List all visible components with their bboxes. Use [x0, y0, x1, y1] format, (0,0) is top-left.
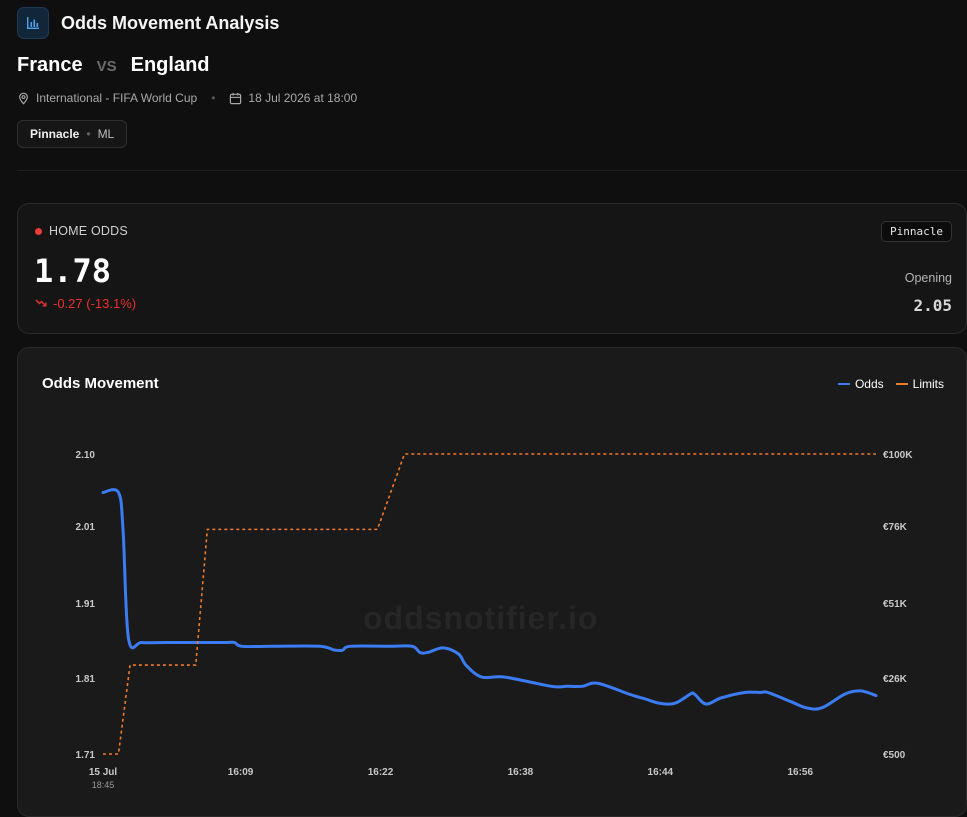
- versus-label: VS: [96, 58, 117, 75]
- odds-chart[interactable]: 2.10 2.01 1.91 1.81 1.71 €100K €76K €51K €26K €50…: [18, 348, 967, 803]
- legend-swatch-odds: [837, 383, 850, 385]
- x-tick-sublabel: 18:45: [92, 780, 115, 790]
- watermark: oddsnotifier.io: [363, 600, 599, 636]
- x-tick-label: 16:38: [508, 767, 534, 778]
- x-tick-label: 16:44: [648, 767, 674, 778]
- calendar-icon: [229, 92, 242, 105]
- current-odds: 1.78: [34, 252, 112, 290]
- trend-down-icon: [35, 296, 47, 311]
- chart-title: Odds Movement: [42, 375, 159, 392]
- odds-movement-card: Odds Movement Odds Limits oddsnotifier.i…: [17, 347, 967, 817]
- y-right-tick-label: €51K: [883, 599, 908, 610]
- home-odds-card: HOME ODDS 1.78 -0.27 (-13.1%) Pinnacle O…: [17, 203, 967, 334]
- limits-series-line: [103, 453, 876, 755]
- x-tick-label: 15 Jul: [89, 767, 118, 778]
- y-right-tick-label: €500: [883, 750, 906, 761]
- y-left-tick-label: 2.10: [76, 450, 96, 461]
- x-tick-label: 16:56: [787, 767, 813, 778]
- legend-swatch-limits: [895, 383, 908, 385]
- kickoff-time: 18 Jul 2026 at 18:00: [248, 91, 358, 105]
- meta-separator: •: [211, 91, 216, 105]
- match-header: France VS England: [17, 54, 210, 77]
- y-left-tick-label: 1.71: [76, 750, 96, 761]
- x-tick-label: 16:09: [228, 767, 254, 778]
- x-tick-label: 16:22: [368, 767, 394, 778]
- y-left-tick-label: 1.81: [76, 674, 96, 685]
- y-right-tick-label: €76K: [883, 522, 908, 533]
- legend-item-limits[interactable]: Limits: [895, 377, 944, 391]
- y-right-tick-label: €100K: [883, 450, 913, 461]
- odds-change-value: -0.27 (-13.1%): [53, 296, 137, 311]
- location-pin-icon: [17, 92, 30, 105]
- y-right-tick-label: €26K: [883, 674, 908, 685]
- away-team: England: [130, 54, 210, 76]
- odds-change: -0.27 (-13.1%): [35, 296, 136, 311]
- y-left-tick-label: 2.01: [76, 522, 96, 533]
- odds-label-text: HOME ODDS: [49, 224, 128, 238]
- app-header: Odds Movement Analysis: [17, 7, 279, 39]
- bar-chart-icon: [17, 7, 49, 39]
- opening-odds: 2.05: [913, 296, 952, 315]
- y-left-tick-label: 1.91: [76, 599, 96, 610]
- legend-item-odds[interactable]: Odds: [837, 377, 884, 391]
- bookmaker-name: Pinnacle: [30, 127, 80, 141]
- page-title: Odds Movement Analysis: [61, 12, 280, 33]
- bookmaker-market-chip[interactable]: Pinnacle • ML: [17, 120, 128, 148]
- odds-series-line: [101, 488, 878, 711]
- home-team: France: [17, 54, 83, 76]
- live-dot-icon: [35, 227, 42, 235]
- chart-legend: Odds Limits: [826, 377, 944, 391]
- opening-label: Opening: [904, 271, 952, 285]
- chip-separator: •: [86, 127, 91, 141]
- match-meta: International - FIFA World Cup • 18 Jul …: [17, 91, 357, 105]
- section-divider: [17, 170, 967, 171]
- market-name: ML: [97, 127, 115, 141]
- competition-label: International - FIFA World Cup: [36, 91, 198, 105]
- odds-label: HOME ODDS: [35, 224, 128, 238]
- bookmaker-badge: Pinnacle: [881, 221, 952, 242]
- legend-label-limits: Limits: [912, 377, 944, 391]
- legend-label-odds: Odds: [854, 377, 884, 391]
